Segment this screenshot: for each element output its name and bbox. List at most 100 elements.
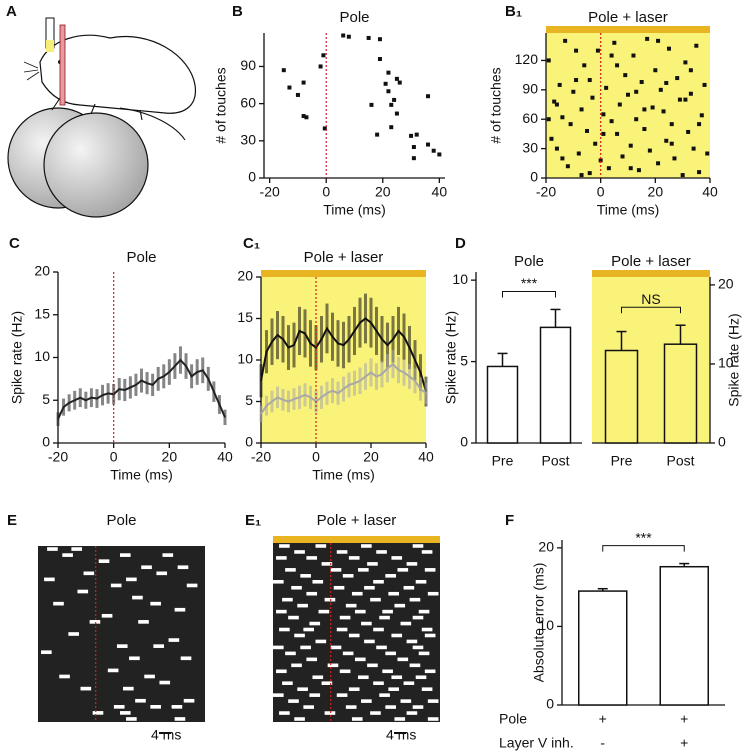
series-line xyxy=(260,317,427,392)
scatter-point xyxy=(394,111,399,116)
x-tick-label: 0 xyxy=(110,449,118,465)
spike xyxy=(321,681,333,686)
spike xyxy=(77,589,89,594)
spike xyxy=(83,571,95,576)
x-tick-label: 40 xyxy=(217,449,233,465)
panel-label: E xyxy=(7,512,17,529)
spike xyxy=(273,579,284,584)
scatter-point xyxy=(697,122,702,127)
scatter-point xyxy=(568,122,573,127)
x-tick-label: -20 xyxy=(260,184,280,200)
scatter-point xyxy=(617,102,622,107)
chart-title: Pole + laser xyxy=(611,253,691,270)
spike xyxy=(412,544,424,548)
table-cell: + xyxy=(680,711,688,727)
x-tick-label: -20 xyxy=(48,449,68,465)
spike xyxy=(342,651,354,656)
scatter-point xyxy=(702,82,707,87)
scatter-point xyxy=(593,141,598,146)
spike xyxy=(162,553,174,557)
spike xyxy=(276,556,287,560)
scatter-point xyxy=(426,142,431,147)
x-tick-label: 40 xyxy=(702,184,718,200)
raster-background xyxy=(273,543,440,722)
laser-bar xyxy=(592,270,710,277)
scatter-point xyxy=(606,166,611,171)
spike xyxy=(44,577,55,582)
scatter-point xyxy=(549,136,554,141)
scatter-point xyxy=(409,133,414,138)
scatter-point xyxy=(579,173,584,178)
spike xyxy=(273,693,284,697)
y-tick-label: 30 xyxy=(522,139,538,155)
spike xyxy=(358,675,369,680)
x-tick-label: 20 xyxy=(648,184,664,200)
spike xyxy=(80,686,92,691)
panel-label: D xyxy=(455,235,466,252)
spike xyxy=(282,597,293,602)
spike xyxy=(406,562,418,566)
spike xyxy=(427,699,439,703)
significance-label: NS xyxy=(641,291,660,307)
scatter-point xyxy=(639,79,644,84)
spike xyxy=(312,579,324,584)
y-axis-label: Spike rate (Hz) xyxy=(443,311,459,404)
spike xyxy=(379,693,390,697)
y-tick-label: 0 xyxy=(245,434,253,450)
scatter-point xyxy=(301,80,306,85)
spike xyxy=(297,687,308,691)
x-tick-label: -20 xyxy=(536,184,556,200)
spike xyxy=(174,607,186,612)
spike xyxy=(129,656,140,661)
scatter-point xyxy=(601,112,606,117)
spike xyxy=(345,705,357,709)
spike xyxy=(409,663,421,668)
scatter-point xyxy=(620,154,625,159)
x-tick-label: 40 xyxy=(432,184,448,200)
scatter-point xyxy=(318,64,323,69)
x-tick-label: 40 xyxy=(418,449,434,465)
scatter-point xyxy=(582,63,587,68)
scatter-point xyxy=(321,53,326,58)
scatter-point xyxy=(383,81,388,86)
spike xyxy=(279,627,290,632)
spike xyxy=(291,585,302,590)
spike xyxy=(144,674,155,679)
scatter-point xyxy=(677,97,682,102)
scatter-point xyxy=(667,46,671,51)
spike xyxy=(132,595,143,600)
spike xyxy=(388,591,400,596)
y-tick-label: 10 xyxy=(718,355,734,371)
scatter-point xyxy=(375,132,380,137)
scatter-point xyxy=(386,70,391,75)
scatter-point xyxy=(585,128,589,133)
scatter-point xyxy=(661,109,666,114)
spike xyxy=(412,615,424,620)
scatter-point xyxy=(590,95,595,100)
scatter-point xyxy=(656,38,661,43)
scatter-point xyxy=(560,115,565,120)
y-tick-label: 10 xyxy=(237,351,253,367)
scatter-point xyxy=(686,129,691,134)
scatter-point xyxy=(645,36,650,41)
spike xyxy=(367,562,378,566)
spike xyxy=(415,675,427,680)
significance-bracket xyxy=(621,306,681,314)
y-axis-label: # of touches xyxy=(213,67,229,143)
spike xyxy=(119,711,131,715)
spike xyxy=(297,603,308,608)
spike xyxy=(403,681,415,686)
scatter-point xyxy=(634,89,639,94)
scatter-point xyxy=(691,146,696,151)
raster-background xyxy=(38,546,205,722)
spike xyxy=(279,711,290,715)
spike xyxy=(336,693,348,697)
spike xyxy=(306,657,318,662)
spike xyxy=(412,705,424,709)
x-tick-label: 0 xyxy=(322,184,330,200)
spike xyxy=(415,579,427,584)
spike xyxy=(394,603,406,608)
spike xyxy=(406,711,418,715)
spike xyxy=(150,601,161,606)
